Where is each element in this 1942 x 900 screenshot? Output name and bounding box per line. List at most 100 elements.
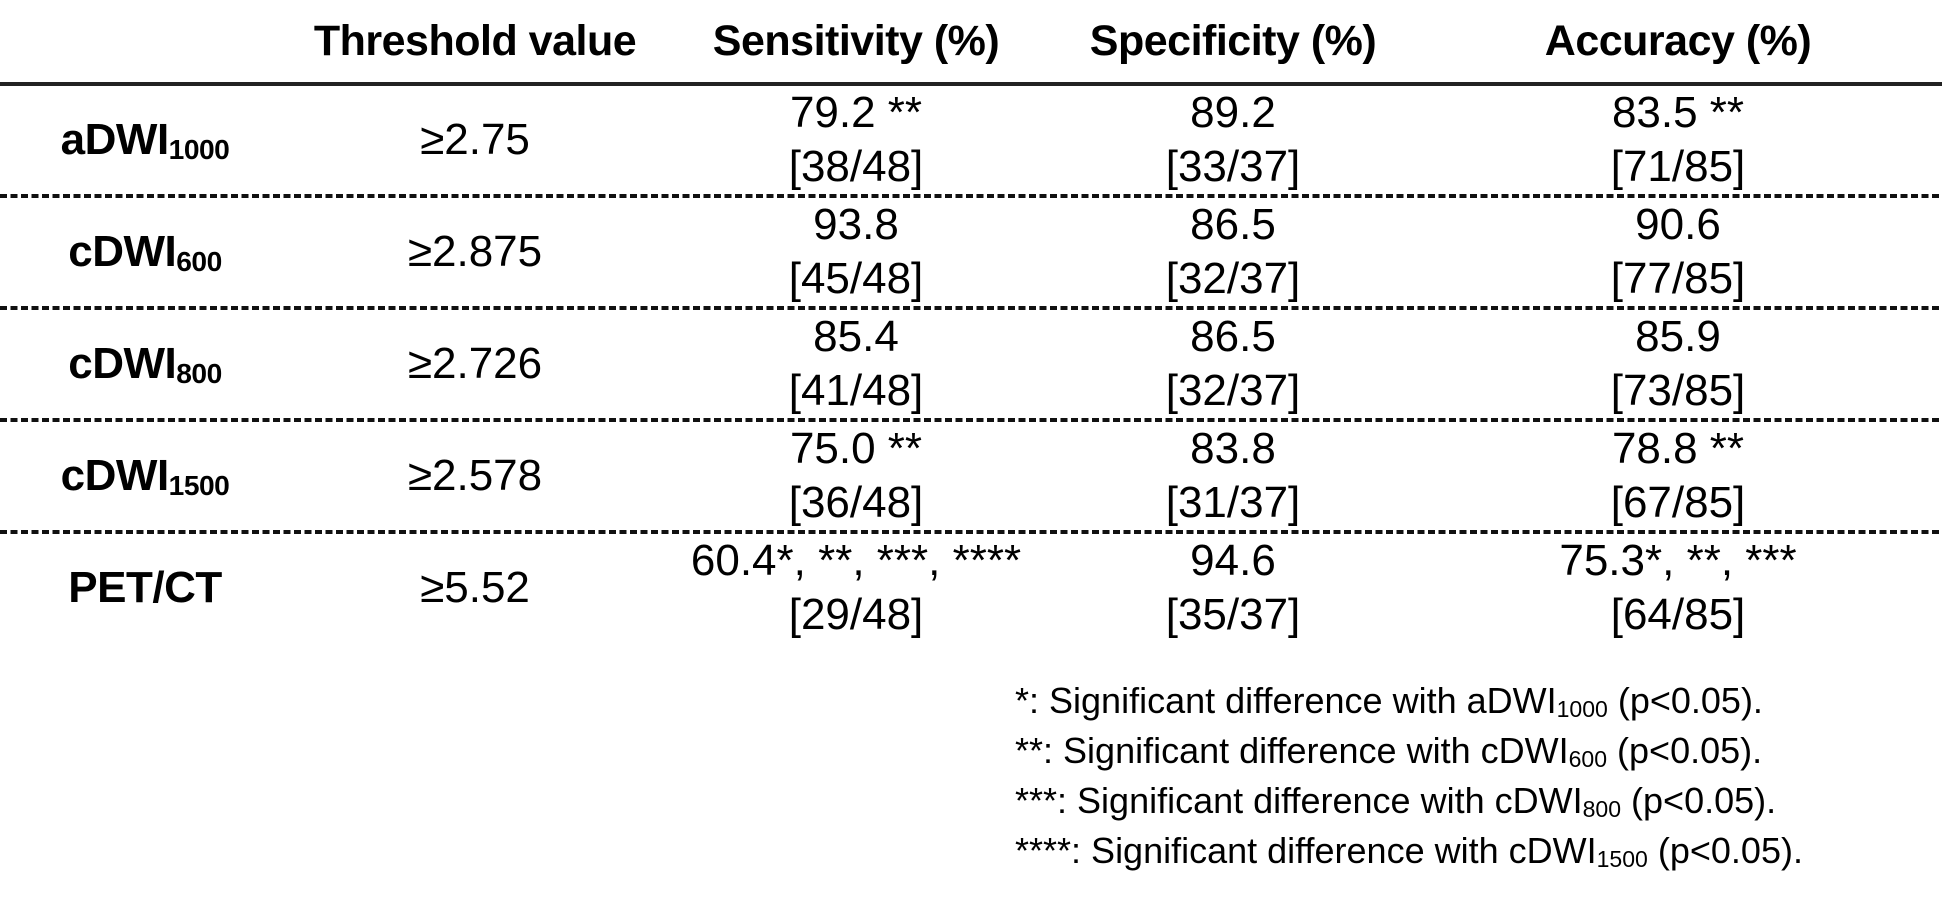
footnote-text: : Significant difference with: [1071, 830, 1509, 871]
row-divider: [0, 194, 1942, 198]
specificity-fraction: [32/37]: [1165, 366, 1301, 415]
threshold-cell: ≥5.52: [420, 563, 530, 612]
column-header-sensitivity: Sensitivity (%): [712, 16, 1000, 65]
footnote-modality-subscript: 600: [1568, 746, 1608, 773]
sensitivity-value: 93.8: [813, 200, 899, 249]
sensitivity-value: 75.0 **: [789, 424, 923, 473]
footnote-suffix: (p<0.05).: [1647, 830, 1803, 871]
specificity-cell: 94.6 [35/37]: [1052, 534, 1414, 642]
table-row-petct: PET/CT ≥5.52 60.4*, **, ***, **** [29/48]…: [0, 534, 1942, 642]
footnote-modality-subscript: 1000: [1556, 696, 1608, 723]
row-label-base: PET/CT: [68, 563, 222, 612]
footnote-marker: **: [1015, 730, 1044, 771]
results-table: Threshold value Sensitivity (%) Specific…: [0, 0, 1942, 642]
accuracy-value: 75.3*, **, ***: [1559, 536, 1797, 585]
footnote-cdwi800: ***: Significant difference with cDWI800…: [1015, 776, 1803, 826]
row-label: cDWI800: [0, 339, 290, 389]
table-row-cdwi600: cDWI600 ≥2.875 93.8 [45/48] 86.5 [32/37] 9…: [0, 198, 1942, 306]
specificity-value: 89.2: [1190, 88, 1276, 137]
row-label-subscript: 800: [176, 358, 222, 390]
header-divider: [0, 82, 1942, 86]
specificity-cell: 86.5 [32/37]: [1052, 198, 1414, 306]
footnote-cdwi600: **: Significant difference with cDWI600 …: [1015, 726, 1803, 776]
footnote-text: : Significant difference with: [1043, 730, 1481, 771]
footnote-modality: cDWI: [1508, 830, 1597, 871]
row-label: PET/CT: [0, 563, 290, 613]
sensitivity-value: 60.4*, **, ***, ****: [690, 536, 1022, 585]
accuracy-fraction: [71/85]: [1610, 142, 1746, 191]
footnote-modality-subscript: 1500: [1596, 846, 1648, 873]
accuracy-value: 78.8 **: [1611, 424, 1745, 473]
accuracy-fraction: [67/85]: [1610, 478, 1746, 527]
accuracy-cell: 75.3*, **, *** [64/85]: [1414, 534, 1942, 642]
sensitivity-fraction: [45/48]: [788, 254, 924, 303]
footnote-modality: cDWI: [1480, 730, 1569, 771]
accuracy-cell: 83.5 ** [71/85]: [1414, 86, 1942, 194]
specificity-fraction: [32/37]: [1165, 254, 1301, 303]
row-label-base: cDWI: [68, 339, 177, 388]
specificity-fraction: [31/37]: [1165, 478, 1301, 527]
footnote-marker: ****: [1015, 830, 1072, 871]
sensitivity-fraction: [36/48]: [788, 478, 924, 527]
footnote-marker: ***: [1015, 780, 1058, 821]
column-header-threshold: Threshold value: [313, 16, 637, 65]
row-label: aDWI1000: [0, 115, 290, 165]
specificity-cell: 86.5 [32/37]: [1052, 310, 1414, 418]
specificity-value: 94.6: [1190, 536, 1276, 585]
row-divider: [0, 306, 1942, 310]
accuracy-value: 83.5 **: [1611, 88, 1745, 137]
table-row-cdwi1500: cDWI1500 ≥2.578 75.0 ** [36/48] 83.8 [31/3…: [0, 422, 1942, 530]
footnote-suffix: (p<0.05).: [1621, 780, 1777, 821]
row-label-base: cDWI: [60, 451, 170, 500]
accuracy-value: 85.9: [1635, 312, 1721, 361]
footnote-suffix: (p<0.05).: [1607, 730, 1763, 771]
footnotes-block: *: Significant difference with aDWI1000 …: [1015, 676, 1803, 876]
specificity-fraction: [35/37]: [1165, 590, 1301, 639]
sensitivity-cell: 93.8 [45/48]: [660, 198, 1052, 306]
accuracy-cell: 90.6 [77/85]: [1414, 198, 1942, 306]
row-divider: [0, 418, 1942, 422]
sensitivity-value: 79.2 **: [789, 88, 923, 137]
table-row-cdwi800: cDWI800 ≥2.726 85.4 [41/48] 86.5 [32/37] 8…: [0, 310, 1942, 418]
specificity-value: 83.8: [1190, 424, 1276, 473]
accuracy-value: 90.6: [1635, 200, 1721, 249]
threshold-cell: ≥2.875: [407, 227, 543, 276]
footnote-marker: *: [1015, 680, 1030, 721]
accuracy-cell: 78.8 ** [67/85]: [1414, 422, 1942, 530]
column-header-accuracy: Accuracy (%): [1544, 16, 1812, 65]
footnote-modality-subscript: 800: [1582, 796, 1622, 823]
sensitivity-fraction: [29/48]: [788, 590, 924, 639]
sensitivity-cell: 60.4*, **, ***, **** [29/48]: [660, 534, 1052, 642]
footnote-suffix: (p<0.05).: [1607, 680, 1763, 721]
column-header-specificity: Specificity (%): [1089, 16, 1377, 65]
threshold-cell: ≥2.75: [420, 115, 530, 164]
footnote-cdwi1500: ****: Significant difference with cDWI15…: [1015, 826, 1803, 876]
specificity-value: 86.5: [1190, 200, 1276, 249]
footnote-modality: cDWI: [1494, 780, 1583, 821]
sensitivity-value: 85.4: [813, 312, 899, 361]
sensitivity-cell: 75.0 ** [36/48]: [660, 422, 1052, 530]
accuracy-fraction: [77/85]: [1610, 254, 1746, 303]
row-label: cDWI600: [0, 227, 290, 277]
specificity-cell: 89.2 [33/37]: [1052, 86, 1414, 194]
accuracy-fraction: [73/85]: [1610, 366, 1746, 415]
row-label-base: aDWI: [60, 115, 170, 164]
row-label-subscript: 1000: [168, 134, 230, 166]
footnote-text: : Significant difference with: [1029, 680, 1467, 721]
accuracy-fraction: [64/85]: [1610, 590, 1746, 639]
footnote-text: : Significant difference with: [1057, 780, 1495, 821]
specificity-fraction: [33/37]: [1165, 142, 1301, 191]
table-row-adwi1000: aDWI1000 ≥2.75 79.2 ** [38/48] 89.2 [33/37…: [0, 86, 1942, 194]
threshold-cell: ≥2.578: [407, 451, 543, 500]
threshold-cell: ≥2.726: [407, 339, 543, 388]
row-label-base: cDWI: [68, 227, 177, 276]
sensitivity-fraction: [38/48]: [788, 142, 924, 191]
sensitivity-fraction: [41/48]: [788, 366, 924, 415]
row-label-subscript: 1500: [168, 470, 230, 502]
table-header-row: Threshold value Sensitivity (%) Specific…: [0, 0, 1942, 82]
sensitivity-cell: 79.2 ** [38/48]: [660, 86, 1052, 194]
row-label-subscript: 600: [176, 246, 222, 278]
row-label: cDWI1500: [0, 451, 290, 501]
footnote-adwi1000: *: Significant difference with aDWI1000 …: [1015, 676, 1803, 726]
row-divider: [0, 530, 1942, 534]
